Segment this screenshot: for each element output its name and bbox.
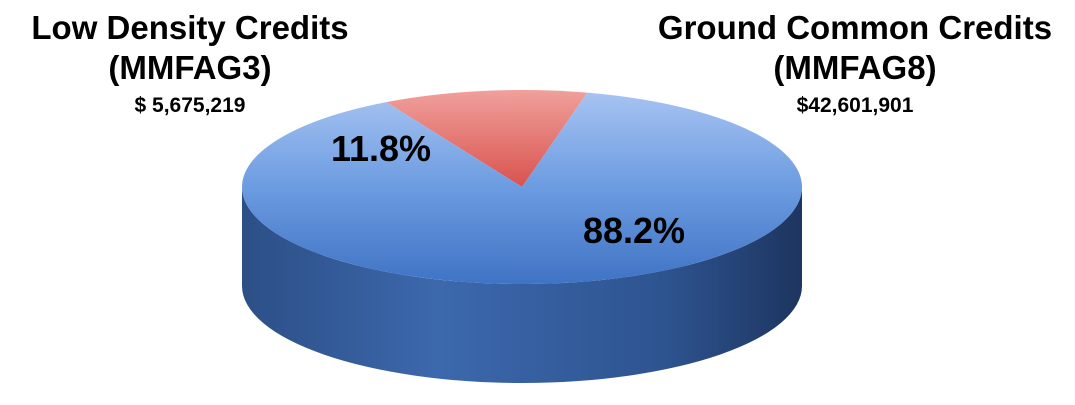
low-density-name: Low Density Credits — [31, 9, 349, 46]
slice-low-density — [386, 90, 588, 187]
ground-common-percent-label: 88.2% — [583, 210, 685, 251]
low-density-code: (MMFAG3) — [108, 49, 272, 86]
ground-common-label: Ground Common Credits (MMFAG8) $42,601,9… — [635, 8, 1075, 120]
ground-common-amount: $42,601,901 — [796, 94, 914, 117]
low-density-label: Low Density Credits (MMFAG3) $ 5,675,219 — [0, 8, 380, 120]
ground-common-code: (MMFAG8) — [773, 49, 937, 86]
pie-side — [242, 187, 802, 383]
slice-ground-common — [241, 92, 802, 285]
low-density-percent-label: 11.8% — [331, 128, 431, 169]
ground-common-name: Ground Common Credits — [657, 9, 1053, 46]
low-density-amount: $ 5,675,219 — [134, 94, 246, 117]
